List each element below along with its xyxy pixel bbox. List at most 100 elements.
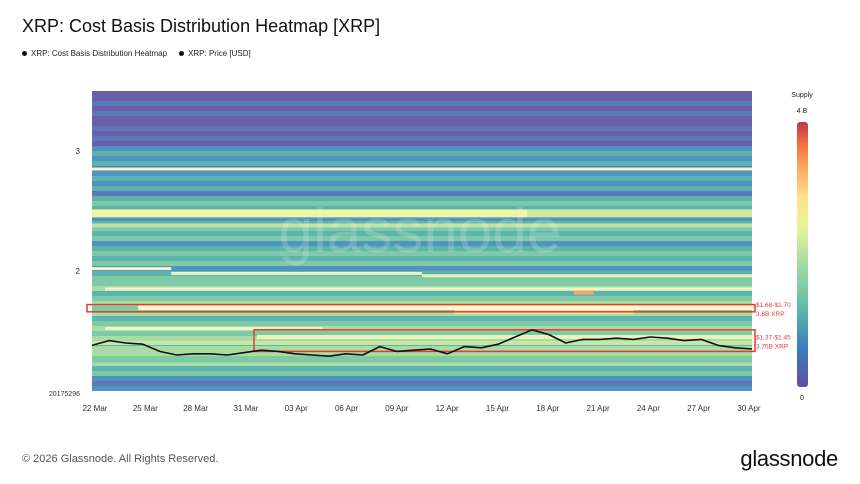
heatmap-row — [92, 331, 752, 337]
heatmap-row — [92, 281, 752, 287]
x-tick-label: 06 Apr — [335, 404, 358, 413]
x-tick-label: 18 Apr — [536, 404, 559, 413]
y-bottom-label: 20175296 — [49, 391, 80, 398]
heatmap-row — [92, 136, 752, 142]
x-tick-label: 22 Mar — [83, 404, 108, 413]
heatmap-row — [92, 226, 752, 232]
heatmap-row — [92, 326, 752, 332]
heatmap-row — [92, 131, 752, 137]
x-tick-label: 27 Apr — [687, 404, 710, 413]
heatmap-row — [92, 266, 752, 272]
heatmap-row — [92, 366, 752, 372]
heatmap-row — [92, 201, 752, 207]
x-tick-label: 25 Mar — [133, 404, 158, 413]
watermark: glassnode — [279, 197, 562, 266]
heatmap-row — [92, 276, 752, 282]
heatmap-row — [92, 251, 752, 257]
x-tick-label: 31 Mar — [233, 404, 258, 413]
supply-band — [92, 209, 528, 218]
heatmap-row — [92, 381, 752, 387]
heatmap-row — [92, 386, 752, 391]
legend-dot-icon — [22, 51, 27, 56]
highlight-zone — [86, 303, 756, 313]
heatmap-row — [92, 176, 752, 182]
supply-band — [105, 327, 323, 331]
legend-dot-icon — [179, 51, 185, 56]
x-tick-label: 24 Apr — [637, 404, 660, 413]
heatmap-row — [92, 301, 752, 307]
colorbar-min-label: 0 — [800, 395, 804, 402]
supply-band — [422, 274, 752, 278]
supply-band — [92, 167, 752, 171]
x-tick-label: 21 Apr — [587, 404, 610, 413]
heatmap-row — [92, 196, 752, 202]
heatmap-row — [92, 101, 752, 107]
heatmap-row — [92, 371, 752, 377]
heatmap-row — [92, 96, 752, 102]
heatmap-row — [92, 181, 752, 187]
heatmap-row — [92, 126, 752, 132]
heatmap-row — [92, 236, 752, 242]
heatmap-row — [92, 241, 752, 247]
zone-supply-label: 3.8B XRP — [756, 311, 785, 318]
heatmap-row — [92, 151, 752, 157]
heatmap-row — [92, 156, 752, 162]
heatmap-row — [92, 376, 752, 382]
heatmap-row — [92, 111, 752, 117]
heatmap-row — [92, 106, 752, 112]
heatmap-row — [92, 191, 752, 197]
price-line — [91, 328, 753, 358]
zone-supply-label: 3.75B XRP — [756, 344, 788, 351]
supply-band — [92, 359, 752, 363]
zone-price-label: $1.68-$1.70 — [756, 302, 791, 309]
supply-band — [573, 290, 594, 295]
supply-band — [92, 341, 752, 345]
zone-price-label: $1.37-$1.45 — [756, 335, 791, 342]
colorbar-gradient — [797, 122, 808, 387]
x-tick-label: 30 Apr — [737, 404, 760, 413]
heatmap-row — [92, 231, 752, 237]
heatmap-row — [92, 311, 752, 317]
heatmap-row — [92, 116, 752, 122]
heatmap-row — [92, 121, 752, 127]
price-series — [91, 328, 753, 358]
supply-band — [527, 209, 752, 218]
heatmap-row — [92, 291, 752, 297]
heatmap-row — [92, 146, 752, 152]
colorbar: Supply 4 B 0 — [791, 92, 813, 402]
colorbar-max-label: 4 B — [797, 108, 808, 115]
footer-copyright: © 2026 Glassnode. All Rights Reserved. — [22, 453, 219, 465]
heatmap-row — [92, 186, 752, 192]
x-tick-label: 28 Mar — [183, 404, 208, 413]
chart-legend: XRP: Cost Basis Distribution Heatmap XRP… — [22, 49, 251, 58]
legend-item-heatmap[interactable]: XRP: Cost Basis Distribution Heatmap — [22, 49, 167, 58]
heatmap-row — [92, 161, 752, 167]
supply-band — [92, 267, 172, 271]
heatmap-row — [92, 246, 752, 252]
legend-item-price[interactable]: XRP: Price [USD] — [179, 49, 251, 58]
x-tick-label: 03 Apr — [285, 404, 308, 413]
colorbar-title: Supply — [791, 92, 813, 99]
heatmap-row — [92, 216, 752, 222]
heatmap-row — [92, 316, 752, 322]
heatmap-row — [92, 356, 752, 362]
supply-band — [171, 271, 422, 275]
heatmap-row — [92, 256, 752, 262]
highlight-zones: $1.68-$1.70 3.8B XRP $1.37-$1.45 3.75B XRP — [86, 302, 791, 353]
x-tick-label: 15 Apr — [486, 404, 509, 413]
heatmap-row — [92, 296, 752, 302]
heatmap-row — [92, 171, 752, 177]
supply-band — [257, 335, 752, 339]
footer-logo: glassnode — [740, 446, 838, 471]
heatmap-cells — [92, 91, 752, 391]
y-tick-label: 2 — [76, 267, 81, 276]
supply-band — [105, 287, 752, 291]
legend-label-heatmap: XRP: Cost Basis Distribution Heatmap — [31, 49, 168, 58]
chart-title: XRP: Cost Basis Distribution Heatmap [XR… — [22, 16, 381, 36]
x-tick-label: 09 Apr — [385, 404, 408, 413]
supply-band — [92, 223, 752, 228]
y-tick-label: 3 — [76, 147, 81, 156]
legend-label-price: XRP: Price [USD] — [188, 49, 251, 58]
